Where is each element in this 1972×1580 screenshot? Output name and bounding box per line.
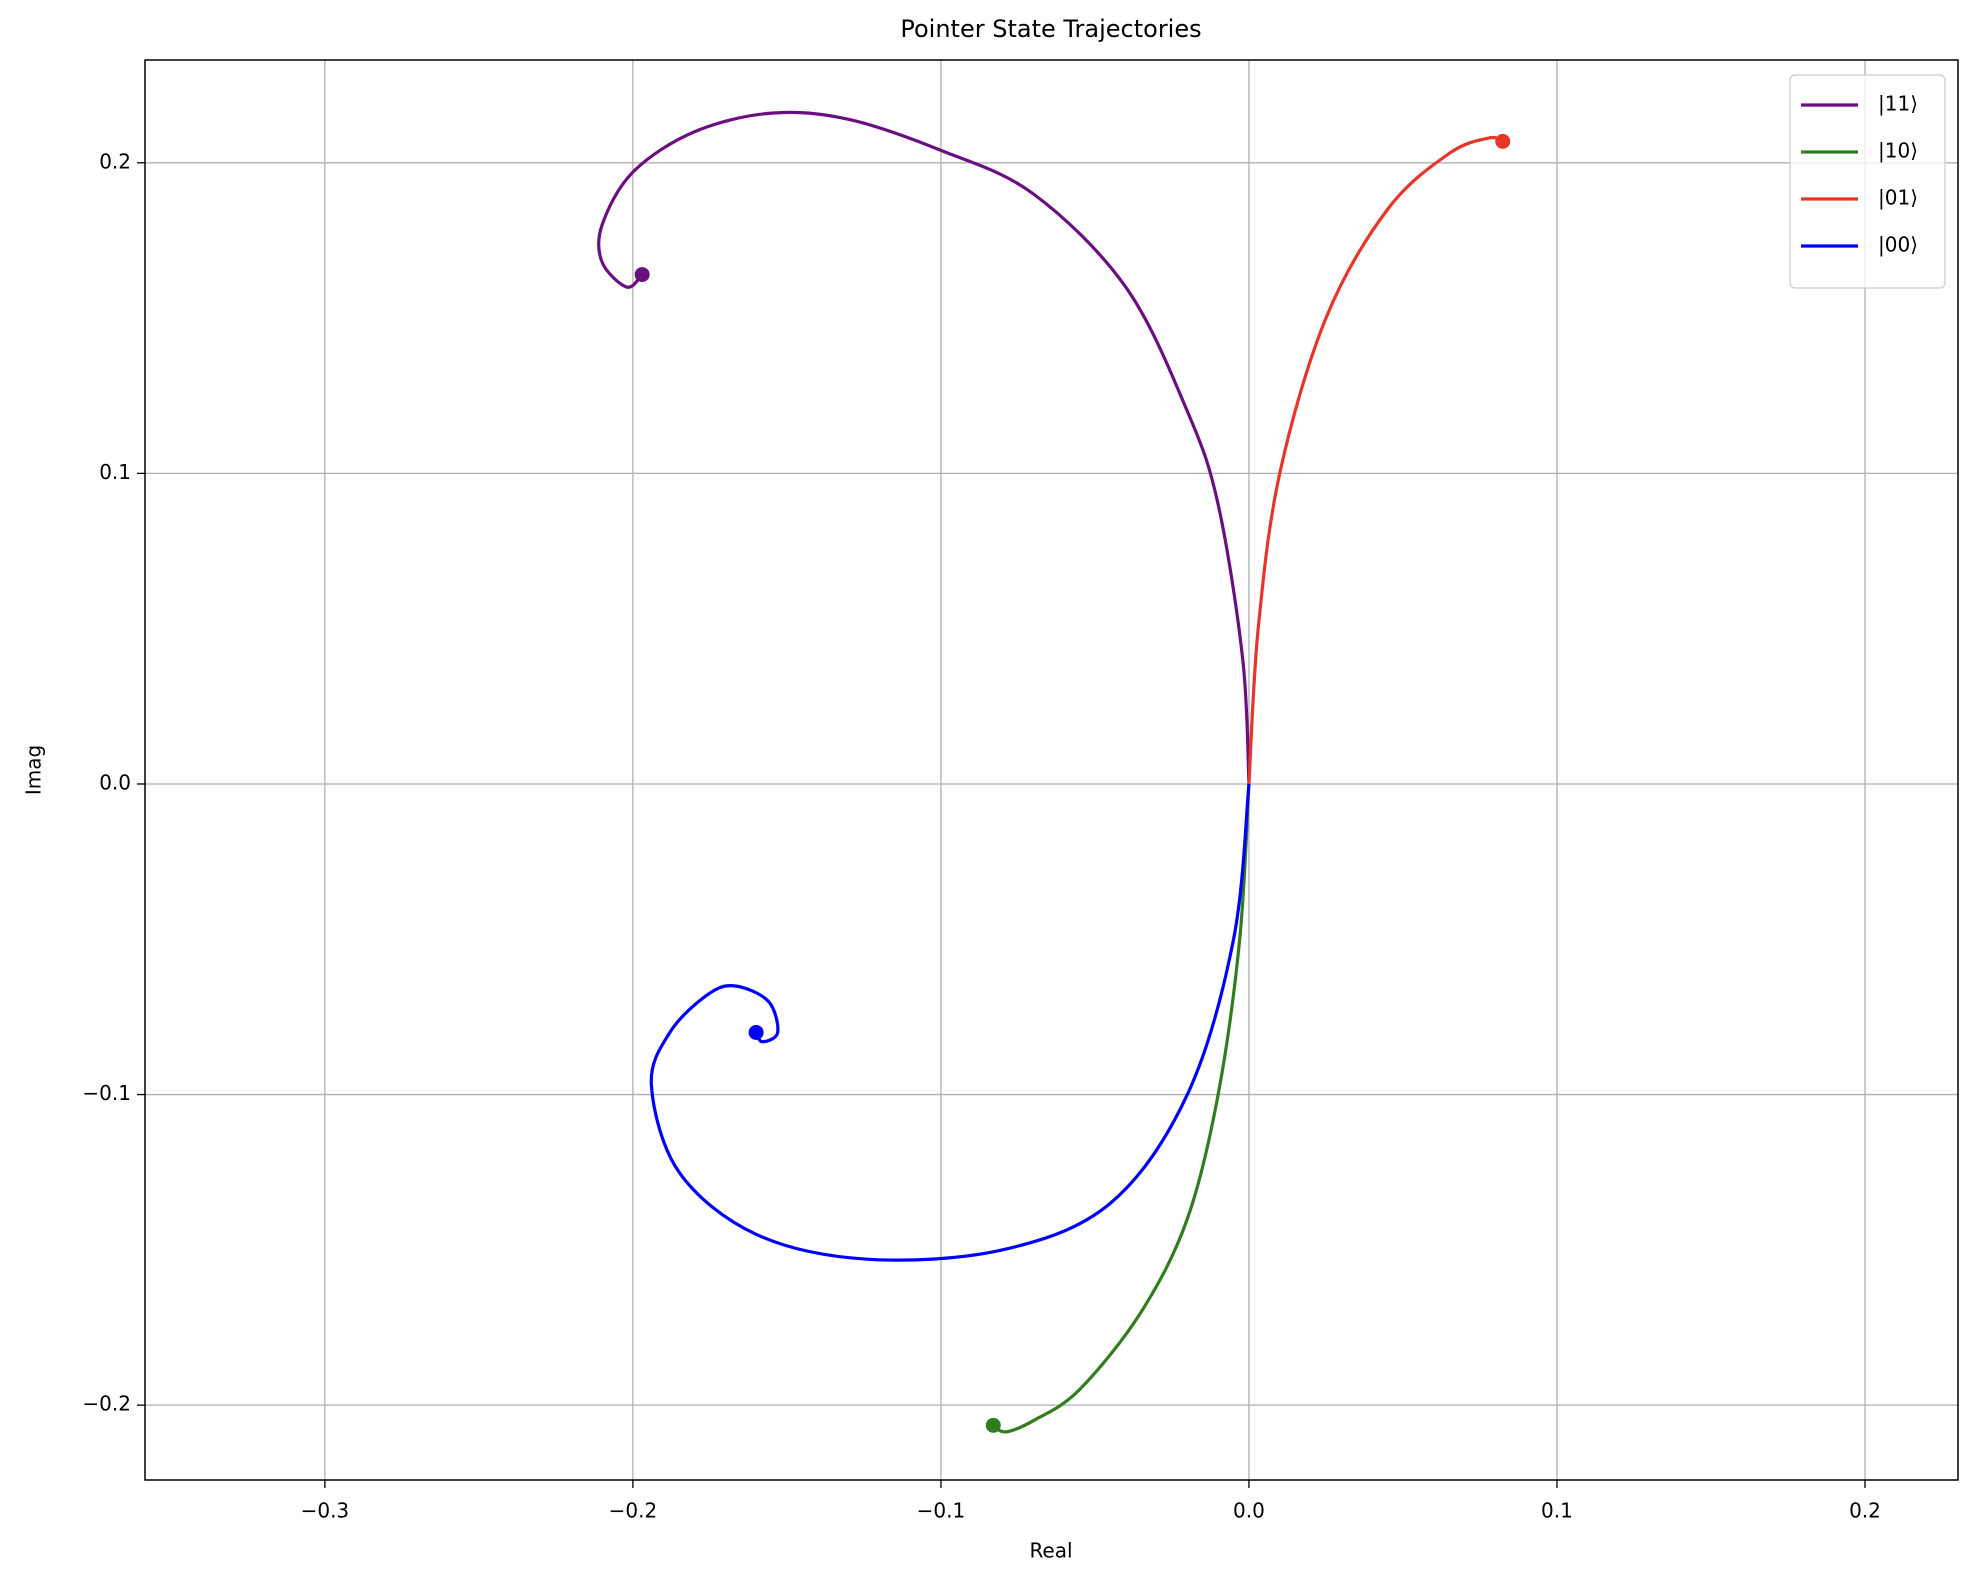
legend-label: |10⟩ — [1878, 139, 1918, 163]
chart-title: Pointer State Trajectories — [900, 15, 1201, 43]
x-tick-label: −0.2 — [609, 1499, 658, 1523]
y-tick-label: −0.2 — [82, 1392, 131, 1416]
x-tick-label: 0.1 — [1541, 1499, 1573, 1523]
x-tick-label: 0.0 — [1233, 1499, 1265, 1523]
y-axis-label: Imag — [22, 745, 46, 795]
plot-frame — [144, 59, 1959, 1481]
legend-box — [1789, 74, 1946, 289]
x-tick-label: 0.2 — [1849, 1499, 1881, 1523]
legend-label: |01⟩ — [1878, 186, 1918, 210]
legend-label: |00⟩ — [1878, 233, 1918, 257]
legend-label: |11⟩ — [1878, 92, 1918, 116]
y-tick-label: −0.1 — [82, 1081, 131, 1105]
series-line — [992, 783, 1251, 1434]
x-tick-label: −0.3 — [301, 1499, 350, 1523]
x-tick-label: −0.1 — [917, 1499, 966, 1523]
end-marker — [748, 1024, 764, 1040]
y-tick-label: 0.2 — [99, 149, 131, 173]
series-line — [597, 110, 1251, 785]
x-axis-label: Real — [1029, 1539, 1072, 1563]
end-marker — [985, 1417, 1001, 1433]
end-marker — [634, 267, 650, 283]
legend: |11⟩ |10⟩ |01⟩ |00⟩ — [1789, 74, 1946, 289]
y-tick-label: 0.1 — [99, 460, 131, 484]
y-tick-label: 0.0 — [99, 770, 131, 794]
end-marker — [1495, 133, 1511, 149]
series-line — [1247, 135, 1504, 785]
series-line — [649, 783, 1251, 1262]
